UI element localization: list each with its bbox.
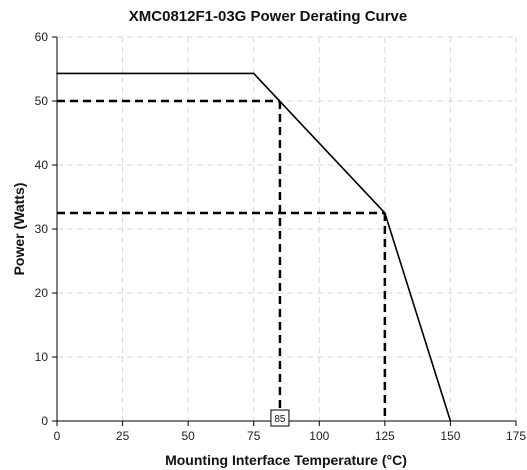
series (56, 72, 452, 422)
series-line-1 (57, 72, 452, 422)
y-tick-label-60: 60 (35, 30, 49, 44)
x-tick-label-125: 125 (375, 429, 395, 443)
x-tick-label-50: 50 (181, 429, 195, 443)
annotations: 85 (270, 409, 290, 427)
x-tick-label-100: 100 (309, 429, 329, 443)
x-tick-label-150: 150 (440, 429, 460, 443)
y-tick-label-30: 30 (35, 222, 49, 236)
annotation-box-1 (270, 409, 290, 427)
y-tick-label-10: 10 (35, 350, 49, 364)
x-tick-label-175: 175 (506, 429, 526, 443)
y-tick-label-40: 40 (35, 158, 49, 172)
y-tick-label-20: 20 (35, 286, 49, 300)
x-axis-label: Mounting Interface Temperature (°C) (165, 452, 407, 468)
y-tick-label-50: 50 (35, 94, 49, 108)
tick-labels: 0 25 50 75 100 125 150 175 0 10 20 30 40 50 60 (35, 30, 527, 443)
x-tick-label-75: 75 (247, 429, 261, 443)
chart-title: XMC0812F1-03G Power Derating Curve (129, 8, 407, 25)
axes (52, 36, 517, 426)
y-tick-label-0: 0 (41, 414, 48, 428)
annotation-label-1: 85 (274, 414, 286, 425)
series-point-1-3 (384, 212, 386, 214)
grid (57, 36, 517, 421)
reference-lines (57, 99, 387, 421)
y-axis-label: Power (Watts) (11, 183, 27, 276)
series-point-1-1 (56, 72, 58, 75)
series-point-1-4 (449, 420, 452, 422)
x-tick-label-25: 25 (116, 429, 130, 443)
series-point-1-2 (252, 72, 255, 75)
x-tick-label-0: 0 (54, 429, 61, 443)
